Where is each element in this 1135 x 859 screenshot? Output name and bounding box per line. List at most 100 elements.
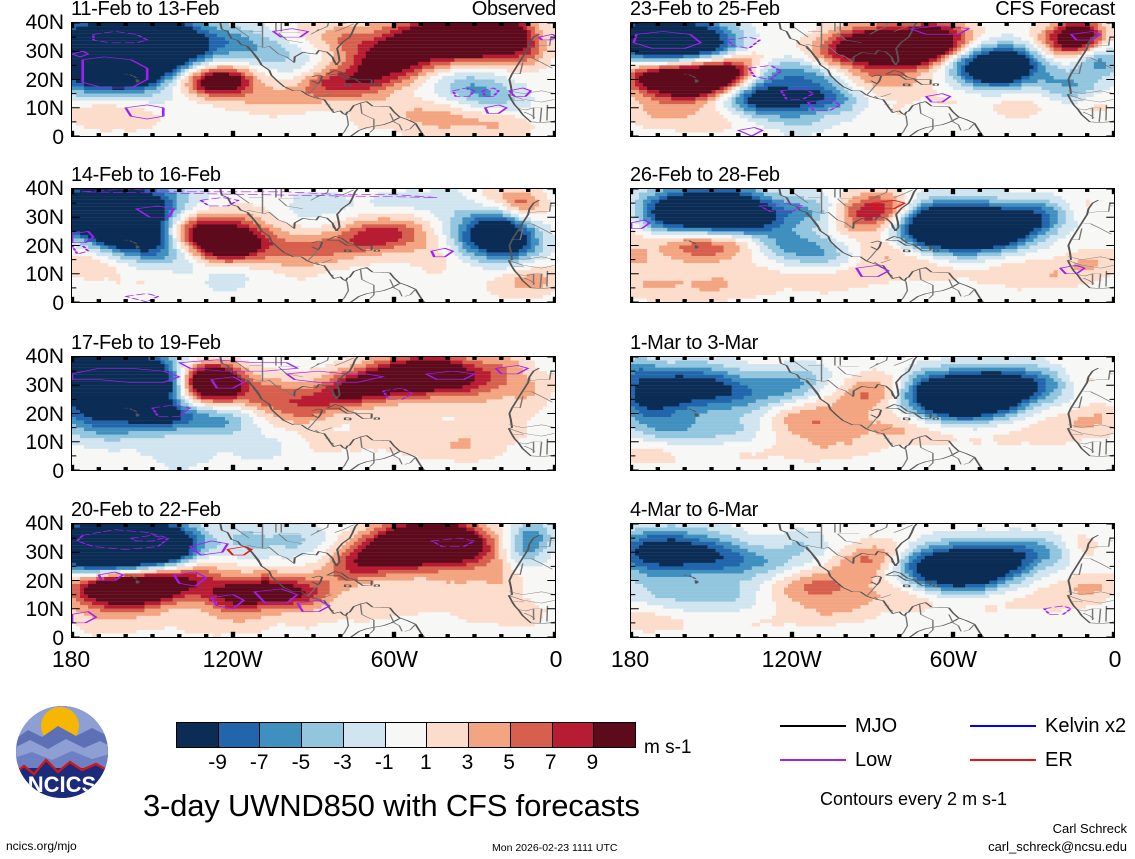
footer-site[interactable]: ncics.org/mjo [6,839,77,853]
legend-label: MJO [855,715,898,737]
y-axis-tick-label: 20N [25,234,64,258]
y-axis-tick-label: 10N [25,431,64,455]
legend-entry: MJO [780,716,897,736]
legend-label: Low [855,749,892,771]
colorbar-tick-labels: -9 -7 -5 -3 -1 1 3 5 7 9 [176,752,634,776]
map-panel: 26-Feb to 28-Feb [630,165,1115,303]
y-axis-tick-label: 0 [52,292,64,315]
map-panel: 1-Mar to 3-Mar [630,333,1115,471]
map-field [630,188,1115,303]
x-axis-tick-label: 0 [1108,646,1122,672]
panel-title: 20-Feb to 22-Feb [71,499,221,521]
y-axis-tick-label: 10N [25,598,64,622]
figure-title: 3-day UWND850 with CFS forecasts [143,788,640,823]
panel-title: 4-Mar to 6-Mar [630,499,759,521]
colorbar-tick-label: -9 [208,751,227,774]
x-axis-tick-label: 60W [929,646,977,672]
legend-entry: Low [780,750,892,770]
legend-line-swatch [970,725,1036,727]
legend-entry: Kelvin x2 [970,716,1126,736]
colorbar-tick-label: 5 [503,751,515,774]
map-field [71,356,556,471]
panel-title: 26-Feb to 28-Feb [630,164,780,186]
colorbar-tick-label: 3 [461,751,474,774]
x-axis-tick-label: 180 [51,646,91,672]
panel-title: 17-Feb to 19-Feb [71,332,221,354]
colorbar-bin [217,723,260,747]
map-field [630,356,1115,471]
colorbar-bin [426,723,469,747]
y-axis-tick-label: 20N [25,569,64,593]
legend-line-swatch [970,759,1036,761]
legend-line-swatch [780,725,846,727]
colorbar-tick-label: -7 [249,751,269,774]
panel-title: 11-Feb to 13-Feb [71,0,220,20]
x-axis-tick-label: 60W [370,646,418,672]
panel-title: 1-Mar to 3-Mar [630,332,759,354]
y-axis-tick-label: 0 [52,627,64,650]
colorbar-bin [509,723,552,747]
panel-title: 14-Feb to 16-Feb [71,164,221,186]
y-axis-tick-label: 40N [25,512,64,535]
y-axis-tick-label: 40N [25,345,64,368]
colorbar-bin [177,723,218,747]
y-axis-tick-label: 30N [25,540,64,564]
legend-entry: ER [970,750,1073,770]
panel-corner-label: Observed [471,0,557,20]
colorbar-tick-label: -1 [374,751,394,774]
panel-corner-label: CFS Forecast [995,0,1115,20]
legend-line-swatch [780,759,846,761]
footer-author: Carl Schreck [1052,821,1127,836]
colorbar [176,722,636,748]
colorbar-tick-label: -3 [333,751,352,774]
x-axis-tick-label: 0 [549,646,563,672]
legend-label: Kelvin x2 [1045,715,1127,737]
contour-interval-note: Contours every 2 m s-1 [820,789,1008,809]
x-axis-tick-label: 180 [610,646,650,672]
y-axis-tick-label: 20N [25,402,64,426]
colorbar-bin [551,723,594,747]
colorbar-unit-label: m s-1 [644,737,692,758]
x-axis-tick-label: 120W [761,646,822,672]
y-axis-tick-label: 0 [52,460,64,483]
colorbar-tick-label: 1 [419,751,432,774]
y-axis-tick-label: 0 [52,126,64,149]
map-field [71,22,556,137]
colorbar-bin [384,723,427,747]
y-axis-tick-label: 40N [25,11,64,34]
y-axis-tick-label: 40N [25,177,64,200]
contour-legend: MJO Kelvin x2 Low ER [780,716,1130,780]
map-panel: 17-Feb to 19-Feb [71,333,556,471]
y-axis-tick-label: 20N [25,68,64,92]
x-axis-tick-label: 120W [202,646,263,672]
map-field [630,523,1115,638]
map-panel: 23-Feb to 25-Feb CFS Forecast [630,0,1115,137]
y-axis-tick-label: 30N [25,205,64,229]
logo-text: NCICS [28,772,96,797]
y-axis-tick-label: 10N [25,263,64,287]
y-axis-tick-label: 10N [25,97,64,121]
footer-timestamp: Mon 2026-02-23 1111 UTC [492,842,618,854]
colorbar-bin [259,723,302,747]
colorbar-tick-label: 7 [544,751,557,774]
map-panel: 11-Feb to 13-Feb Observed [71,0,556,137]
colorbar-bin [342,723,385,747]
map-panel: 14-Feb to 16-Feb [71,165,556,303]
colorbar-tick-label: 9 [586,751,599,774]
ncics-logo: NCICS [14,704,110,800]
panel-title: 23-Feb to 25-Feb [630,0,780,20]
colorbar-tick-label: -5 [291,751,311,774]
colorbar-bin [301,723,343,747]
y-axis-tick-label: 30N [25,373,64,397]
map-panel: 4-Mar to 6-Mar [630,500,1115,638]
map-field [630,22,1115,137]
colorbar-bin [468,723,510,747]
map-field [71,523,556,638]
footer-email[interactable]: carl_schreck@ncsu.edu [988,839,1127,854]
colorbar-bin [593,723,636,747]
map-field [71,188,556,303]
legend-label: ER [1045,749,1073,771]
map-panel: 20-Feb to 22-Feb [71,500,556,638]
y-axis-tick-label: 30N [25,39,64,63]
